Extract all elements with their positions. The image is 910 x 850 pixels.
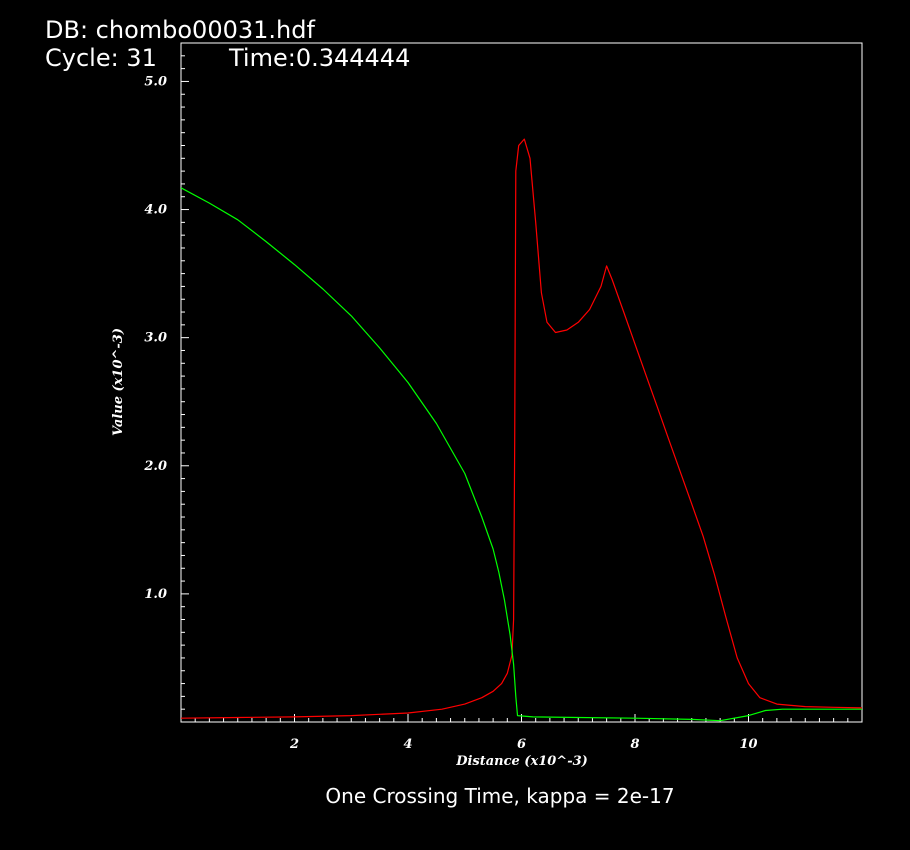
series-layer [180,138,863,722]
database-label: DB: chombo00031.hdf [45,16,315,44]
y-tick-label: 5.0 [144,74,167,89]
x-axis-title: Distance (x10^-3) [455,754,588,769]
x-tick-label: 10 [739,737,757,752]
y-tick-label: 2.0 [143,459,167,474]
y-axis-title: Value (x10^-3) [111,328,126,436]
x-tick-label: 2 [289,737,299,752]
plot-caption: One Crossing Time, kappa = 2e-17 [325,784,675,808]
red-series-line [180,138,863,719]
green-series-line [180,187,862,722]
cycle-label: Cycle: 31 [45,44,157,72]
y-tick-label: 4.0 [144,203,167,218]
y-tick-label: 1.0 [144,587,167,602]
x-tick-label: 8 [630,737,639,752]
plot-frame [180,42,863,723]
major-ticks [181,80,749,722]
x-tick-label: 6 [517,737,526,752]
y-tick-label: 3.0 [144,331,167,346]
tick-labels: 2 4 6 8 10 1.0 2.0 3.0 4.0 5.0 [143,74,757,752]
x-tick-label: 4 [403,737,412,752]
time-label: Time:0.344444 [229,44,411,72]
